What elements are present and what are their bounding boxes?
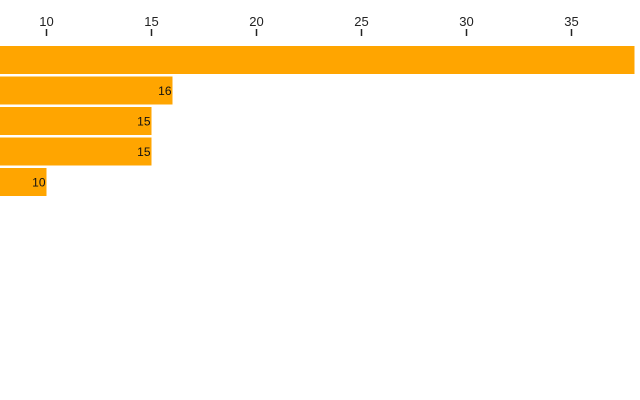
x-tick-label-15: 15: [144, 14, 158, 29]
x-axis: 10 15 20 25 30 35: [39, 14, 579, 36]
bar-3-value-label: 15: [137, 115, 151, 129]
bar-3: [0, 107, 152, 135]
bar-5-value-label: 10: [32, 176, 46, 190]
x-tick-label-10: 10: [39, 14, 53, 29]
data-labels: 16 15 15 10: [32, 84, 172, 190]
bar-2-value-label: 16: [158, 84, 172, 98]
bar-2: [0, 76, 173, 105]
x-tick-label-30: 30: [459, 14, 473, 29]
bar-4-value-label: 15: [137, 145, 151, 159]
bars: [0, 46, 635, 196]
bar-1: [0, 46, 635, 74]
x-tick-label-20: 20: [249, 14, 263, 29]
bar-4: [0, 137, 152, 166]
x-tick-label-25: 25: [354, 14, 368, 29]
x-tick-label-35: 35: [564, 14, 578, 29]
bar-5: [0, 168, 47, 196]
